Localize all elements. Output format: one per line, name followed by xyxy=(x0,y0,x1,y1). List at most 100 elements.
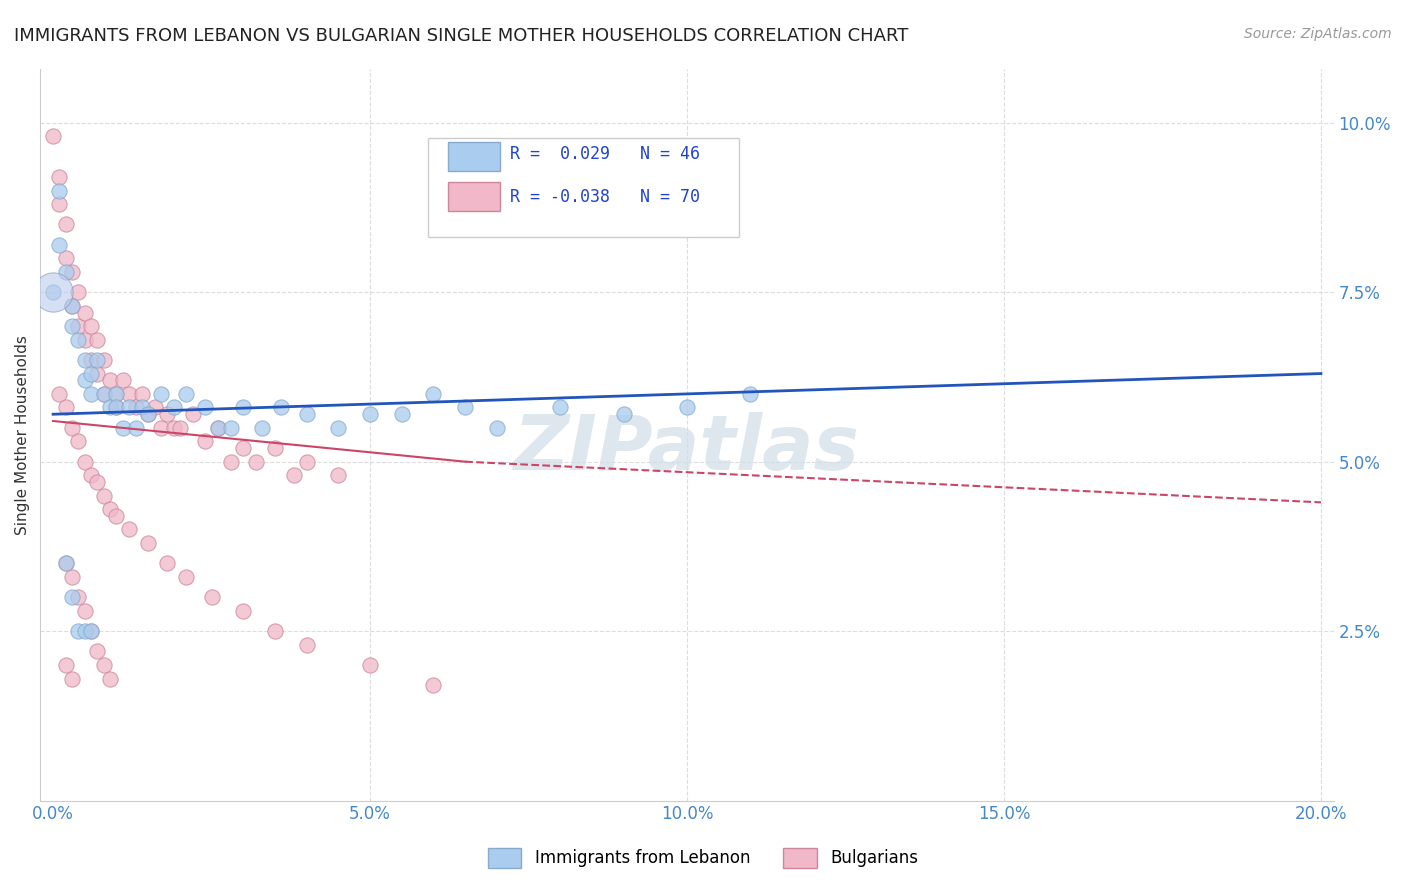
Point xyxy=(156,557,179,571)
Point xyxy=(73,455,96,469)
Point xyxy=(149,387,172,401)
Point xyxy=(86,367,108,381)
Point xyxy=(86,475,108,489)
Point xyxy=(67,434,90,449)
Point xyxy=(80,624,103,639)
Point xyxy=(232,401,254,415)
Point xyxy=(105,401,128,415)
Point xyxy=(162,421,184,435)
Point xyxy=(485,421,508,435)
Point xyxy=(55,557,77,571)
Point xyxy=(328,468,350,483)
Point xyxy=(136,407,159,421)
Point xyxy=(93,658,115,673)
Point xyxy=(55,557,77,571)
Text: R =  0.029   N = 46: R = 0.029 N = 46 xyxy=(510,145,700,163)
FancyBboxPatch shape xyxy=(447,182,499,211)
Point xyxy=(232,441,254,455)
Point xyxy=(740,387,762,401)
Point xyxy=(118,387,141,401)
Point xyxy=(264,441,287,455)
Point xyxy=(55,401,77,415)
Point xyxy=(245,455,267,469)
FancyBboxPatch shape xyxy=(429,138,738,237)
Point xyxy=(60,591,83,605)
Point xyxy=(207,421,229,435)
Point xyxy=(359,658,381,673)
Point xyxy=(67,319,90,334)
Point xyxy=(111,421,134,435)
Point xyxy=(60,299,83,313)
Point xyxy=(86,333,108,347)
Point xyxy=(55,658,77,673)
Point xyxy=(105,387,128,401)
Point xyxy=(60,421,83,435)
Point xyxy=(86,644,108,658)
Point xyxy=(60,265,83,279)
Point xyxy=(118,523,141,537)
Point xyxy=(105,401,128,415)
Point xyxy=(48,387,70,401)
Point xyxy=(124,421,146,435)
Legend: Immigrants from Lebanon, Bulgarians: Immigrants from Lebanon, Bulgarians xyxy=(481,841,925,875)
Point xyxy=(264,624,287,639)
Point xyxy=(67,624,90,639)
Point xyxy=(60,570,83,584)
Point xyxy=(149,421,172,435)
Point xyxy=(93,489,115,503)
Point xyxy=(67,591,90,605)
Point xyxy=(295,638,318,652)
Point xyxy=(60,319,83,334)
Point xyxy=(98,401,121,415)
Point xyxy=(80,468,103,483)
Point xyxy=(328,421,350,435)
Point xyxy=(143,401,166,415)
Point xyxy=(156,407,179,421)
Point xyxy=(207,421,229,435)
Point xyxy=(174,570,197,584)
Point xyxy=(48,169,70,184)
Point xyxy=(48,197,70,211)
Point xyxy=(162,401,184,415)
Point xyxy=(60,299,83,313)
Point xyxy=(548,401,571,415)
Point xyxy=(454,401,477,415)
Point xyxy=(93,353,115,368)
Point xyxy=(42,129,65,144)
Point xyxy=(613,407,636,421)
Point xyxy=(98,672,121,686)
Point xyxy=(105,508,128,523)
Point xyxy=(131,401,153,415)
Point xyxy=(283,468,305,483)
Text: ZIPatlas: ZIPatlas xyxy=(515,412,860,486)
Point xyxy=(136,536,159,550)
Point xyxy=(86,353,108,368)
Point xyxy=(73,373,96,387)
Point xyxy=(55,265,77,279)
Point xyxy=(80,319,103,334)
Point xyxy=(105,387,128,401)
Point xyxy=(232,604,254,618)
Point xyxy=(80,367,103,381)
Point xyxy=(60,672,83,686)
Point xyxy=(169,421,191,435)
Point xyxy=(422,678,444,692)
Point xyxy=(219,455,242,469)
Point xyxy=(73,353,96,368)
Point xyxy=(98,373,121,387)
Point xyxy=(93,387,115,401)
Point xyxy=(55,218,77,232)
Point xyxy=(131,387,153,401)
Point xyxy=(73,624,96,639)
Point xyxy=(80,353,103,368)
Text: IMMIGRANTS FROM LEBANON VS BULGARIAN SINGLE MOTHER HOUSEHOLDS CORRELATION CHART: IMMIGRANTS FROM LEBANON VS BULGARIAN SIN… xyxy=(14,27,908,45)
Point xyxy=(200,591,222,605)
Point xyxy=(73,333,96,347)
Point xyxy=(194,401,217,415)
Y-axis label: Single Mother Households: Single Mother Households xyxy=(15,334,30,534)
Text: R = -0.038   N = 70: R = -0.038 N = 70 xyxy=(510,187,700,206)
Point xyxy=(295,407,318,421)
Point xyxy=(136,407,159,421)
Point xyxy=(48,184,70,198)
Point xyxy=(391,407,413,421)
